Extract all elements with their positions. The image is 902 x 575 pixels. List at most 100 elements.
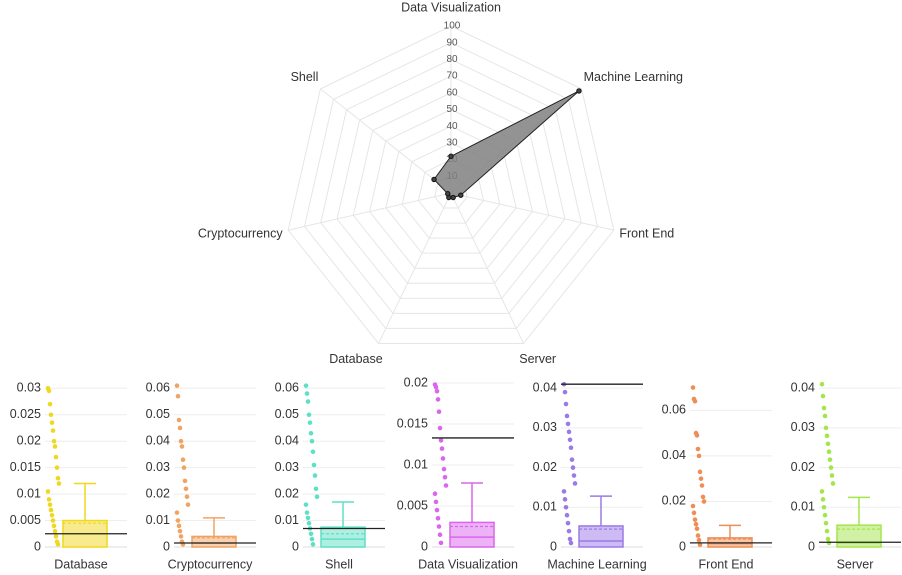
- y-tick-label: 0.025: [10, 407, 41, 421]
- data-point: [823, 520, 829, 526]
- radar-axis-label: Server: [519, 352, 556, 366]
- radar-axis-label: Database: [329, 352, 383, 366]
- data-point: [820, 497, 826, 502]
- radar-tick-label: 80: [446, 54, 458, 65]
- radar-tick-label: 50: [446, 104, 458, 115]
- data-point: [55, 542, 61, 547]
- data-point: [49, 512, 55, 518]
- data-point: [307, 420, 313, 425]
- data-point: [821, 405, 827, 411]
- data-point: [303, 502, 309, 507]
- data-point: [48, 412, 54, 418]
- data-point: [175, 518, 181, 523]
- data-point: [562, 497, 568, 502]
- data-point: [829, 473, 835, 478]
- y-tick-label: 0.05: [146, 407, 170, 421]
- y-tick-label: 0.005: [397, 498, 428, 512]
- data-point: [184, 494, 190, 500]
- data-point: [435, 397, 441, 402]
- category-label: Database: [54, 557, 108, 571]
- radar-point: [576, 88, 582, 94]
- radar-axis-label: Machine Learning: [584, 70, 683, 84]
- y-tick-label: 0.03: [275, 460, 299, 474]
- data-point: [47, 401, 53, 407]
- data-point: [309, 438, 315, 444]
- radar-tick-label: 90: [446, 37, 458, 48]
- radar-grid-ring: [369, 108, 533, 269]
- y-tick-label: 0.02: [17, 433, 41, 447]
- data-point: [690, 503, 696, 509]
- data-point: [826, 540, 832, 546]
- y-tick-label: 0.03: [17, 381, 41, 395]
- y-tick-label: 0.05: [275, 407, 299, 421]
- data-point: [306, 520, 312, 526]
- y-tick-label: 0.03: [533, 420, 557, 434]
- data-point: [47, 502, 53, 507]
- y-tick-label: 0.01: [533, 500, 557, 514]
- data-point: [571, 473, 577, 478]
- data-point: [819, 489, 825, 494]
- y-tick-label: 0.04: [533, 380, 557, 394]
- data-point: [308, 430, 314, 436]
- radar-axis-label: Front End: [619, 226, 674, 240]
- data-point: [174, 510, 180, 515]
- y-tick-label: 0: [550, 539, 557, 553]
- category-label: Cryptocurrency: [168, 557, 253, 571]
- data-point: [824, 433, 830, 439]
- radar-spoke: [378, 192, 452, 344]
- data-point: [434, 388, 440, 394]
- radar-tick-label: 30: [446, 138, 458, 149]
- data-point: [693, 521, 699, 527]
- radar-axis-label: Shell: [291, 70, 319, 84]
- data-point: [439, 446, 445, 451]
- data-point: [305, 399, 311, 404]
- data-point: [566, 429, 572, 435]
- data-point: [690, 385, 696, 390]
- data-point: [436, 409, 442, 415]
- data-point: [436, 524, 442, 529]
- data-point: [303, 383, 309, 388]
- data-point: [824, 528, 830, 534]
- data-point: [694, 526, 700, 532]
- data-point: [177, 528, 183, 534]
- data-point: [180, 457, 186, 463]
- data-point: [569, 457, 575, 462]
- data-point: [45, 489, 51, 494]
- radar-grid-ring: [287, 25, 615, 344]
- data-point: [568, 445, 574, 451]
- data-point: [699, 483, 705, 488]
- y-tick-label: 0.01: [146, 513, 170, 527]
- radar-tick-label: 70: [446, 71, 458, 82]
- data-point: [564, 413, 570, 419]
- y-tick-label: 0.03: [791, 420, 815, 434]
- data-point: [48, 507, 54, 513]
- y-tick-label: 0.03: [146, 460, 170, 474]
- y-tick-label: 0: [292, 539, 299, 553]
- data-point: [821, 504, 827, 510]
- data-point: [438, 438, 444, 443]
- category-label: Shell: [325, 557, 353, 571]
- radar-point: [448, 153, 454, 159]
- y-tick-label: 0.02: [533, 460, 557, 474]
- data-point: [442, 475, 448, 480]
- data-point: [50, 428, 56, 433]
- data-point: [696, 453, 702, 459]
- y-tick-label: 0: [679, 539, 686, 553]
- data-point: [567, 536, 573, 542]
- data-point: [695, 533, 701, 538]
- radar-point: [450, 194, 456, 201]
- data-point: [694, 433, 700, 438]
- y-tick-label: 0.01: [791, 500, 815, 514]
- y-tick-label: 0.06: [662, 403, 686, 417]
- data-point: [828, 465, 834, 470]
- data-point: [46, 497, 52, 502]
- data-point: [53, 534, 59, 539]
- y-tick-label: 0.04: [146, 433, 170, 447]
- data-point: [183, 486, 189, 492]
- y-tick-label: 0.02: [791, 460, 815, 474]
- data-point: [567, 437, 573, 443]
- data-point: [563, 504, 569, 510]
- data-point: [53, 454, 59, 460]
- data-point: [437, 425, 443, 431]
